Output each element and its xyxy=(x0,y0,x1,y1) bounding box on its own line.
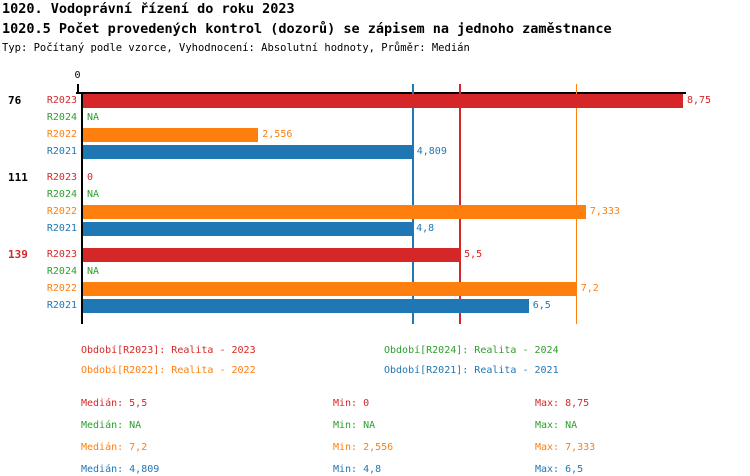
stat-min-R2022: Min: 2,556 xyxy=(333,442,394,453)
stat-median-R2022: Medián: 7,2 xyxy=(81,442,148,453)
series-statistics: Medián: 5,5 Min: 0 Max: 8,75 Medián: NA Min:… xyxy=(0,390,750,476)
series-label-R2022: R2022 xyxy=(46,206,77,217)
stat-min-R2023: Min: 0 xyxy=(333,398,370,409)
series-label-R2021: R2021 xyxy=(46,223,77,234)
bar-value-label: NA xyxy=(87,189,100,200)
stat-max-R2021: Max: 6,5 xyxy=(535,464,584,475)
group-label: 111 xyxy=(8,171,28,184)
stat-max-R2022: Max: 7,333 xyxy=(535,442,596,453)
stat-min-R2024: Min: NA xyxy=(333,420,376,431)
series-label-R2023: R2023 xyxy=(46,95,77,106)
series-label-R2024: R2024 xyxy=(46,112,77,123)
group-label: 76 xyxy=(8,94,22,107)
stat-median-R2023: Medián: 5,5 xyxy=(81,398,148,409)
series-label-R2024: R2024 xyxy=(46,189,77,200)
chart-bar-R2021 xyxy=(83,145,413,159)
legend-item-R2022: Období[R2022]: Realita - 2022 xyxy=(81,365,256,376)
legend-item-R2024: Období[R2024]: Realita - 2024 xyxy=(384,345,559,356)
bar-value-label: 2,556 xyxy=(262,129,293,140)
chart-bar-R2022 xyxy=(83,128,259,142)
stat-max-R2024: Max: NA xyxy=(535,420,578,431)
chart-legend: Období[R2023]: Realita - 2023 Období[R202… xyxy=(0,338,750,388)
bar-value-label: 5,5 xyxy=(464,249,483,260)
chart-bar-R2023 xyxy=(83,248,461,262)
chart-bar-R2022 xyxy=(83,282,577,296)
bar-value-label: 6,5 xyxy=(532,300,551,311)
grouped-bar-chart: 0 76 R2023 8,75 R2024 NA R2022 2,556 R2021 4,809… xyxy=(8,70,712,324)
stat-min-R2021: Min: 4,8 xyxy=(333,464,382,475)
bar-value-label: NA xyxy=(87,112,100,123)
chart-bar-R2023 xyxy=(83,94,683,108)
stat-max-R2023: Max: 8,75 xyxy=(535,398,590,409)
median-line-R2023 xyxy=(459,84,461,324)
series-label-R2021: R2021 xyxy=(46,146,77,157)
chart-bar-R2021 xyxy=(83,299,529,313)
category-axis-line xyxy=(81,92,83,324)
bar-value-label: 4,8 xyxy=(416,223,435,234)
series-label-R2022: R2022 xyxy=(46,129,77,140)
chart-bar-R2022 xyxy=(83,205,586,219)
stat-median-R2021: Medián: 4,809 xyxy=(81,464,160,475)
bar-value-label: 4,809 xyxy=(416,146,447,157)
group-label: 139 xyxy=(8,248,28,261)
bar-value-label: 7,333 xyxy=(589,206,620,217)
chart-bar-R2021 xyxy=(83,222,413,236)
axis-zero-tick-label: 0 xyxy=(74,70,81,81)
bar-value-label: 8,75 xyxy=(687,95,712,106)
indicator-title: 1020.5 Počet provedených kontrol (dozorů… xyxy=(2,21,612,37)
median-line-R2021 xyxy=(412,84,414,324)
value-axis-line xyxy=(76,92,686,94)
series-label-R2022: R2022 xyxy=(46,283,77,294)
bar-value-label: 7,2 xyxy=(580,283,599,294)
stat-median-R2024: Medián: NA xyxy=(81,420,142,431)
bar-value-label: 0 xyxy=(87,172,94,183)
chart-type-subtitle: Typ: Počítaný podle vzorce, Vyhodnocení:… xyxy=(2,42,470,54)
bar-value-label: NA xyxy=(87,266,100,277)
median-line-R2022 xyxy=(575,84,578,324)
axis-zero-tick-mark xyxy=(77,84,79,92)
legend-item-R2021: Období[R2021]: Realita - 2021 xyxy=(384,365,559,376)
series-label-R2023: R2023 xyxy=(46,172,77,183)
legend-item-R2023: Období[R2023]: Realita - 2023 xyxy=(81,345,256,356)
series-label-R2024: R2024 xyxy=(46,266,77,277)
series-label-R2021: R2021 xyxy=(46,300,77,311)
report-title: 1020. Vodoprávní řízení do roku 2023 xyxy=(2,1,295,17)
series-label-R2023: R2023 xyxy=(46,249,77,260)
